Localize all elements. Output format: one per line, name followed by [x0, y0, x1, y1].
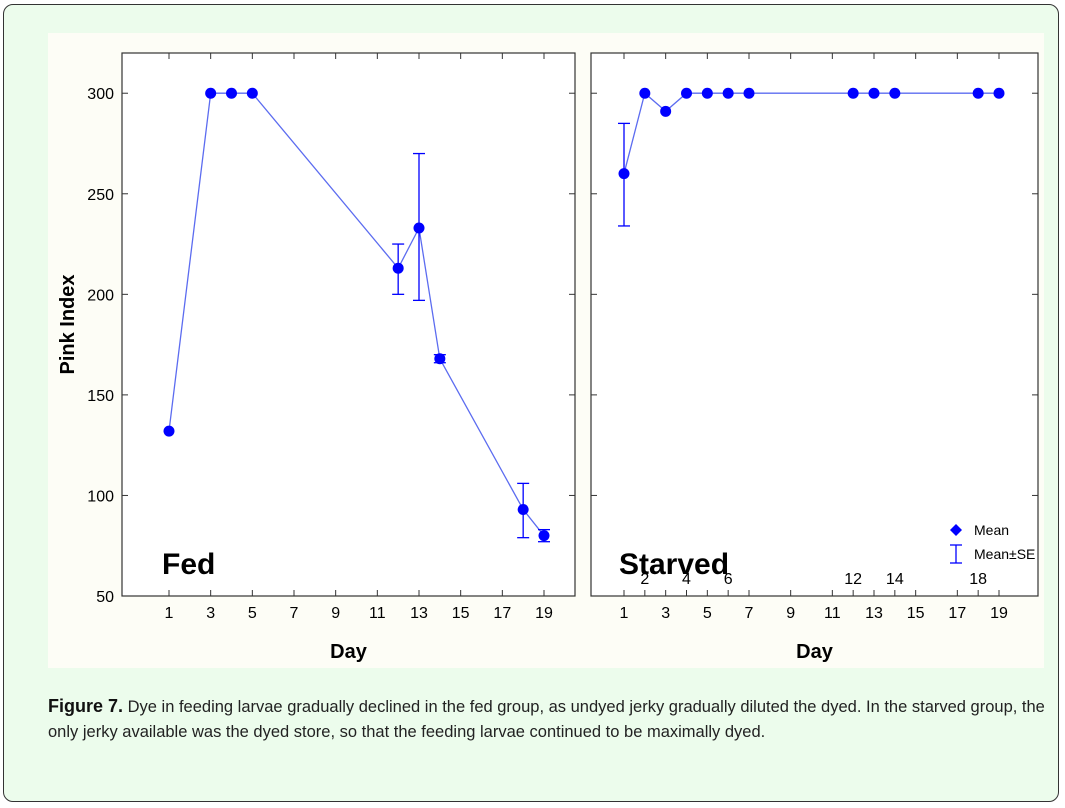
x-tick-label: 2: [640, 571, 649, 588]
panel-label: Starved: [619, 548, 729, 581]
data-point: [639, 87, 651, 99]
data-point: [681, 87, 692, 99]
y-tick-label: 250: [87, 187, 114, 204]
legend-mean-marker: [950, 524, 962, 536]
x-tick-label: 14: [886, 571, 904, 588]
plot-frame-1: [590, 52, 1039, 597]
data-point: [434, 353, 446, 365]
figure-caption: Figure 7. Dye in feeding larvae graduall…: [48, 694, 1048, 745]
caption-text: Dye in feeding larvae gradually declined…: [48, 698, 1045, 741]
data-point: [701, 87, 713, 99]
data-point: [743, 87, 755, 99]
x-tick-label: 13: [410, 605, 428, 622]
x-tick-label: 5: [703, 605, 712, 622]
data-point: [972, 87, 984, 99]
x-tick-label: 11: [824, 605, 841, 622]
y-tick-label: 300: [87, 86, 114, 103]
x-tick-label: 13: [865, 605, 883, 622]
legend-se-label: Mean±SE: [974, 546, 1035, 562]
x-tick-label: 3: [206, 605, 215, 622]
x-tick-label: 7: [745, 605, 754, 622]
x-tick-label: 15: [452, 605, 470, 622]
x-tick-label: 17: [493, 605, 511, 622]
x-tick-label: 19: [535, 605, 553, 622]
data-point: [722, 87, 734, 99]
x-tick-label: 1: [165, 605, 174, 622]
data-point: [618, 168, 630, 180]
data-point: [660, 105, 672, 117]
data-point: [993, 87, 1005, 99]
data-point: [246, 87, 258, 99]
x-tick-label: 18: [969, 571, 987, 588]
x-tick-label: 17: [948, 605, 966, 622]
panel-label: Fed: [162, 548, 215, 581]
data-point: [413, 222, 425, 234]
x-tick-label: 3: [661, 605, 670, 622]
x-tick-label: 4: [682, 571, 691, 588]
x-tick-label: 19: [990, 605, 1008, 622]
caption-label: Figure 7.: [48, 696, 124, 716]
y-tick-label: 200: [87, 287, 114, 304]
y-tick-label: 100: [87, 488, 114, 505]
y-axis-label: Pink Index: [57, 274, 79, 374]
y-tick-label: 150: [87, 388, 114, 405]
x-axis-label: Day: [330, 641, 368, 663]
data-point: [868, 87, 880, 99]
x-tick-label: 15: [907, 605, 925, 622]
data-point: [889, 87, 901, 99]
x-tick-label: 9: [786, 605, 795, 622]
x-tick-label: 5: [248, 605, 257, 622]
x-axis-label: Day: [796, 641, 834, 663]
data-point: [392, 262, 404, 274]
data-point: [847, 87, 859, 99]
data-point: [163, 425, 175, 437]
legend-mean-label: Mean: [974, 522, 1009, 538]
figure-box: Pink Index 50 100 150 200 250 300 1 3 5 7 9 11 13 15 17…: [3, 4, 1059, 802]
y-tick-label: 50: [96, 589, 114, 606]
data-point: [226, 87, 237, 99]
x-tick-label: 6: [724, 571, 733, 588]
x-tick-label: 11: [369, 605, 386, 622]
data-point: [205, 87, 217, 99]
plot-frame-0: [121, 52, 576, 597]
x-tick-label: 7: [290, 605, 299, 622]
data-point: [517, 504, 529, 516]
x-tick-label: 1: [620, 605, 629, 622]
x-tick-label: 12: [844, 571, 862, 588]
chart-area: Pink Index 50 100 150 200 250 300 1 3 5 7 9 11 13 15 17…: [48, 33, 1044, 668]
data-point: [538, 530, 550, 542]
x-tick-label: 9: [331, 605, 340, 622]
